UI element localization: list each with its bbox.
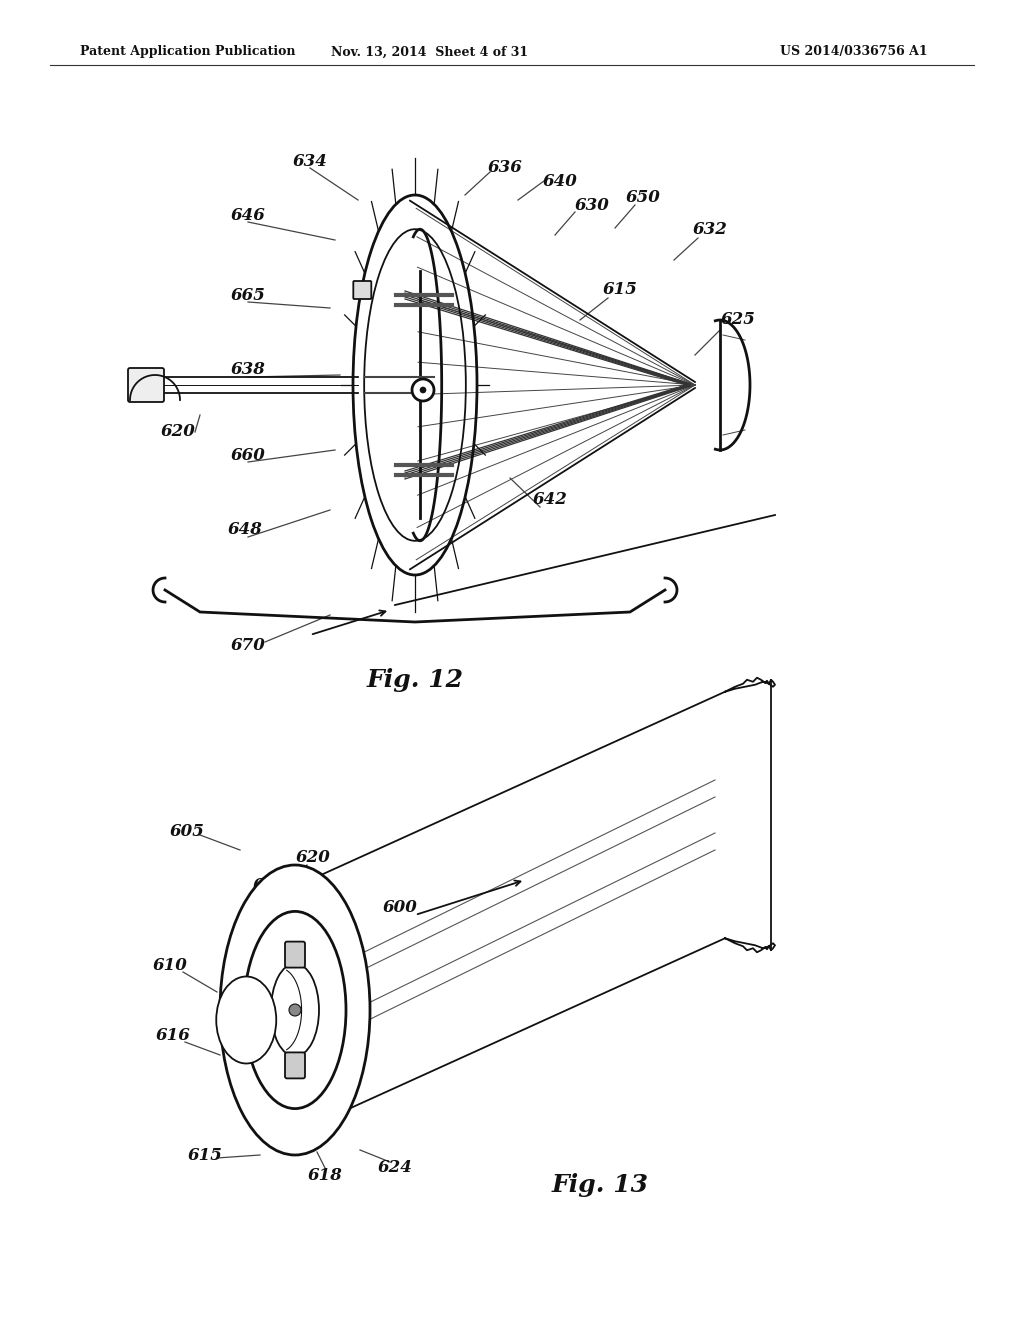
Text: Patent Application Publication: Patent Application Publication xyxy=(80,45,296,58)
Ellipse shape xyxy=(420,387,426,393)
Text: 615: 615 xyxy=(602,281,637,298)
FancyBboxPatch shape xyxy=(353,281,372,300)
Text: 636: 636 xyxy=(487,160,522,177)
Text: 642: 642 xyxy=(532,491,567,508)
Text: US 2014/0336756 A1: US 2014/0336756 A1 xyxy=(780,45,928,58)
Text: 625: 625 xyxy=(721,312,756,329)
Text: 618: 618 xyxy=(307,1167,342,1184)
Text: 632: 632 xyxy=(692,222,727,239)
Text: 648: 648 xyxy=(227,521,262,539)
Text: Fig. 12: Fig. 12 xyxy=(367,668,464,692)
FancyBboxPatch shape xyxy=(285,1052,305,1078)
Text: 605: 605 xyxy=(170,824,205,841)
Text: 620: 620 xyxy=(161,424,196,441)
Text: 610: 610 xyxy=(153,957,187,974)
Ellipse shape xyxy=(271,964,319,1056)
Text: 620: 620 xyxy=(296,850,331,866)
Text: 646: 646 xyxy=(230,206,265,223)
Ellipse shape xyxy=(220,865,370,1155)
Text: 634: 634 xyxy=(293,153,328,170)
Text: 638: 638 xyxy=(230,362,265,379)
Text: 670: 670 xyxy=(230,636,265,653)
Text: 622: 622 xyxy=(253,876,288,894)
Text: 630: 630 xyxy=(574,198,609,214)
Text: 600: 600 xyxy=(383,899,418,916)
Ellipse shape xyxy=(412,379,434,401)
Text: 650: 650 xyxy=(626,190,660,206)
Text: 665: 665 xyxy=(230,286,265,304)
Ellipse shape xyxy=(244,911,346,1109)
Ellipse shape xyxy=(289,1005,301,1016)
Text: 615: 615 xyxy=(187,1147,222,1163)
Text: 616: 616 xyxy=(156,1027,190,1044)
Text: 624: 624 xyxy=(378,1159,413,1176)
Text: Fig. 13: Fig. 13 xyxy=(552,1173,648,1197)
FancyBboxPatch shape xyxy=(285,941,305,968)
FancyBboxPatch shape xyxy=(128,368,164,403)
Text: 640: 640 xyxy=(543,173,578,190)
Text: 660: 660 xyxy=(230,446,265,463)
Ellipse shape xyxy=(216,977,276,1064)
Text: Nov. 13, 2014  Sheet 4 of 31: Nov. 13, 2014 Sheet 4 of 31 xyxy=(332,45,528,58)
